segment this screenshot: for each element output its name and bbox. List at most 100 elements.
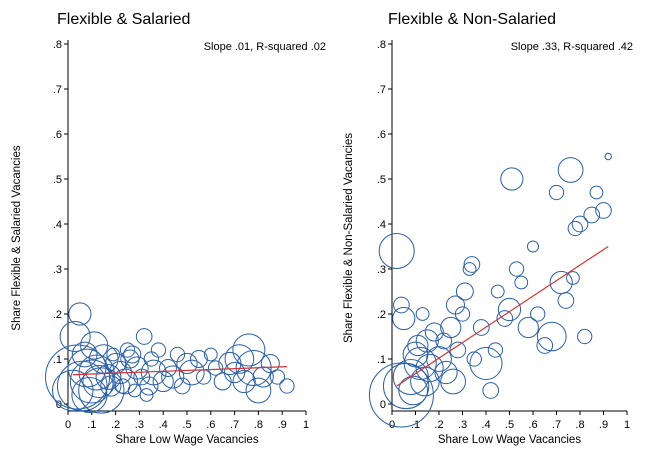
- scatter-point: [490, 284, 505, 299]
- y-tick-label: .4: [53, 219, 62, 231]
- chart-title: Flexible & Salaried: [57, 11, 190, 28]
- scatter-point: [78, 367, 125, 414]
- scatter-point: [71, 341, 98, 368]
- x-tick-label: .9: [599, 419, 608, 431]
- scatter-point: [530, 306, 546, 322]
- x-tick-label: 1: [303, 419, 309, 431]
- scatter-point: [232, 333, 266, 367]
- x-tick-label: 0: [65, 419, 71, 431]
- scatter-point: [104, 352, 127, 375]
- scatter-point: [455, 282, 474, 301]
- scatter-point: [392, 306, 416, 331]
- scatter-point: [68, 302, 92, 326]
- x-tick-label: .7: [230, 419, 239, 431]
- scatter-point: [440, 316, 462, 339]
- scatter-point: [115, 378, 131, 394]
- fitted-regression-line: [72, 366, 287, 376]
- scatter-point: [508, 261, 525, 277]
- x-tick-label: .2: [111, 419, 120, 431]
- scatter-point: [549, 270, 573, 295]
- x-tick-label: .1: [87, 419, 96, 431]
- y-tick-label: .6: [53, 129, 62, 141]
- scatter-point: [426, 346, 452, 372]
- scatter-point: [482, 382, 500, 399]
- scatter-point: [173, 377, 191, 395]
- scatter-point: [454, 306, 471, 322]
- scatter-point: [161, 365, 185, 389]
- scatter-point: [472, 319, 490, 336]
- x-tick-label: .7: [552, 419, 561, 431]
- x-tick-label: .1: [411, 419, 420, 431]
- y-tick-label: .1: [53, 354, 62, 366]
- scatter-point: [112, 368, 139, 395]
- scatter-point: [577, 328, 593, 345]
- chart-title: Flexible & Non-Salaried: [388, 11, 556, 28]
- scatter-point: [567, 220, 583, 237]
- scatter-point: [232, 369, 256, 394]
- scatter-point: [150, 342, 167, 358]
- scatter-point: [536, 337, 554, 354]
- scatter-point: [82, 365, 116, 398]
- scatter-point: [45, 344, 111, 410]
- scatter-point: [143, 351, 159, 367]
- fitted-regression-line: [396, 245, 609, 387]
- y-tick-label: .5: [53, 174, 62, 186]
- y-tick-label: .8: [53, 39, 62, 51]
- y-tick-label: .6: [377, 129, 386, 141]
- y-tick-label: .1: [377, 354, 386, 366]
- scatter-point: [100, 375, 122, 397]
- scatter-point: [435, 332, 453, 350]
- scatter-point: [449, 341, 467, 359]
- scatter-point: [398, 375, 428, 406]
- scatter-point: [415, 307, 430, 321]
- x-tick-label: .4: [159, 419, 168, 431]
- x-axis-title: Share Low Wage Vacancies: [115, 434, 258, 446]
- scatter-point: [393, 296, 410, 314]
- chart-panel-2: Flexible & Non-Salaried 0 .1 .2 .3 .4 .5 .6 .7 .8…: [343, 11, 633, 446]
- y-tick-label: .2: [53, 309, 62, 321]
- scatter-point: [589, 185, 604, 200]
- scatter-point: [463, 256, 481, 273]
- y-axis-title: Share Flexible & Non-Salaried Vacancies: [343, 133, 355, 343]
- y-tick-label: .3: [377, 264, 386, 276]
- scatter-point: [218, 351, 242, 376]
- scatter-point: [557, 157, 584, 183]
- fit-statistics-annotation: Slope .01, R-squared .02: [204, 41, 326, 53]
- scatter-point: [260, 353, 280, 374]
- scatter-point: [203, 347, 218, 362]
- scatter-point: [424, 322, 444, 342]
- scatter-point: [434, 360, 458, 385]
- scatter-point: [415, 329, 439, 353]
- scatter-point: [378, 232, 415, 270]
- scatter-point: [224, 344, 255, 374]
- scatter-point: [571, 215, 589, 233]
- scatter-point: [169, 346, 186, 363]
- scatter-point: [279, 378, 295, 394]
- scatter-point: [583, 206, 601, 224]
- scatter-point: [176, 352, 198, 375]
- scatter-point: [127, 383, 142, 398]
- chart-panel-1: Flexible & Salaried0.1.2.3.4.5.6.7.80.1.…: [11, 11, 326, 446]
- scatter-point: [135, 328, 153, 345]
- scatter-point: [269, 369, 286, 385]
- y-tick-label: .4: [377, 219, 386, 231]
- x-tick-label: 1: [624, 419, 630, 431]
- scatter-point: [536, 321, 567, 352]
- scatter-point: [604, 152, 612, 161]
- x-tick-label: .9: [278, 419, 287, 431]
- x-tick-label: .5: [182, 419, 191, 431]
- y-tick-label: .7: [377, 84, 386, 96]
- x-tick-label: .8: [254, 419, 263, 431]
- scatter-point: [52, 369, 94, 412]
- scatter-point: [496, 310, 514, 327]
- x-tick-label: 0: [389, 419, 395, 431]
- scatter-point: [466, 351, 482, 367]
- x-tick-label: .6: [528, 419, 537, 431]
- y-tick-label: .2: [377, 309, 386, 321]
- scatter-point: [548, 184, 565, 201]
- y-tick-label: .8: [377, 39, 386, 51]
- y-tick-label: .7: [53, 84, 62, 96]
- scatter-point: [123, 345, 142, 364]
- scatter-point: [368, 362, 434, 428]
